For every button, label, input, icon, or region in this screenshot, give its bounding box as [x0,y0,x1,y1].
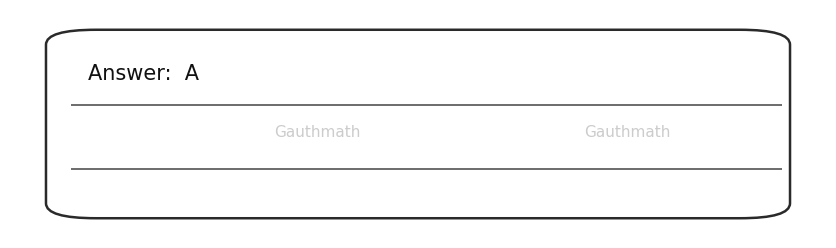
Text: Gauthmath: Gauthmath [274,125,361,140]
Text: Answer:  A: Answer: A [88,64,199,84]
FancyBboxPatch shape [46,30,790,218]
Text: Gauthmath: Gauthmath [584,125,670,140]
